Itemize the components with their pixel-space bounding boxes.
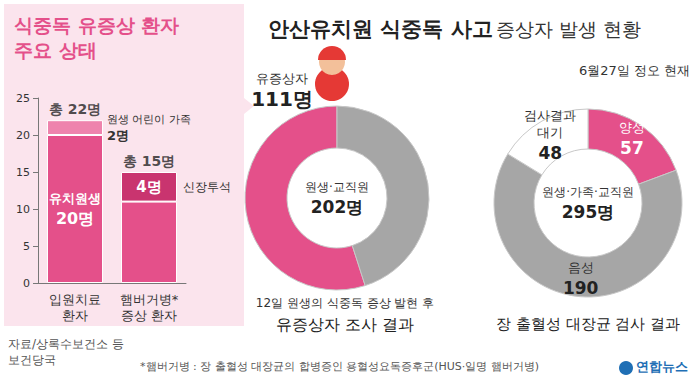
svg-text:입원치료: 입원치료 xyxy=(49,292,101,307)
svg-text:검사결과: 검사결과 xyxy=(524,108,576,123)
svg-text:20: 20 xyxy=(16,129,30,142)
svg-text:15: 15 xyxy=(16,166,30,179)
svg-text:0: 0 xyxy=(23,277,30,290)
svg-text:111명: 111명 xyxy=(251,87,313,111)
svg-text:2명: 2명 xyxy=(107,128,129,143)
svg-text:*햄버거병 : 장 출혈성 대장균의 합병증인 용혈성요독증: *햄버거병 : 장 출혈성 대장균의 합병증인 용혈성요독증후군(HUS·일명 … xyxy=(140,360,539,373)
svg-text:음성: 음성 xyxy=(568,260,594,275)
svg-text:안산유치원 식중독 사고: 안산유치원 식중독 사고 xyxy=(268,17,493,41)
svg-text:원생·가족·교직원: 원생·가족·교직원 xyxy=(542,185,634,199)
svg-text:원생·교직원: 원생·교직원 xyxy=(305,180,369,194)
svg-text:5: 5 xyxy=(23,240,30,253)
svg-text:증상자 발생 현황: 증상자 발생 현황 xyxy=(496,18,641,40)
svg-text:유치원생: 유치원생 xyxy=(49,191,101,206)
svg-text:양성: 양성 xyxy=(619,120,645,135)
svg-text:장 출혈성 대장균 검사 결과: 장 출혈성 대장균 검사 결과 xyxy=(496,315,680,333)
svg-text:20명: 20명 xyxy=(56,209,94,228)
svg-text:12일 원생의 식중독 증상 발현 후: 12일 원생의 식중독 증상 발현 후 xyxy=(256,296,434,310)
svg-text:25: 25 xyxy=(16,92,30,105)
svg-text:유증상자 조사 결과: 유증상자 조사 결과 xyxy=(276,315,414,334)
svg-text:유증상자: 유증상자 xyxy=(256,71,308,86)
svg-text:환자: 환자 xyxy=(62,308,88,323)
svg-text:6월27일 정오 현재: 6월27일 정오 현재 xyxy=(579,63,690,78)
svg-text:190: 190 xyxy=(563,278,599,298)
svg-text:자료/상록수보건소 등: 자료/상록수보건소 등 xyxy=(8,337,124,351)
svg-text:57: 57 xyxy=(620,138,644,158)
svg-text:신장투석: 신장투석 xyxy=(183,180,231,194)
svg-text:햄버거병*: 햄버거병* xyxy=(120,292,179,307)
svg-text:48: 48 xyxy=(538,143,562,163)
svg-text:증상 환자: 증상 환자 xyxy=(121,308,177,323)
svg-text:총 15명: 총 15명 xyxy=(123,153,175,169)
svg-text:대기: 대기 xyxy=(537,125,563,140)
svg-text:4명: 4명 xyxy=(136,178,161,196)
svg-text:총 22명: 총 22명 xyxy=(49,101,101,117)
svg-text:원생 어린이 가족: 원생 어린이 가족 xyxy=(107,113,191,126)
svg-text:연합뉴스: 연합뉴스 xyxy=(636,359,688,374)
svg-text:주요 상태: 주요 상태 xyxy=(14,39,97,61)
svg-text:보건당국: 보건당국 xyxy=(8,353,56,367)
svg-text:식중독 유증상 환자: 식중독 유증상 환자 xyxy=(14,14,179,36)
svg-text:202명: 202명 xyxy=(311,197,364,217)
svg-text:295명: 295명 xyxy=(562,202,615,222)
svg-text:10: 10 xyxy=(16,203,30,216)
